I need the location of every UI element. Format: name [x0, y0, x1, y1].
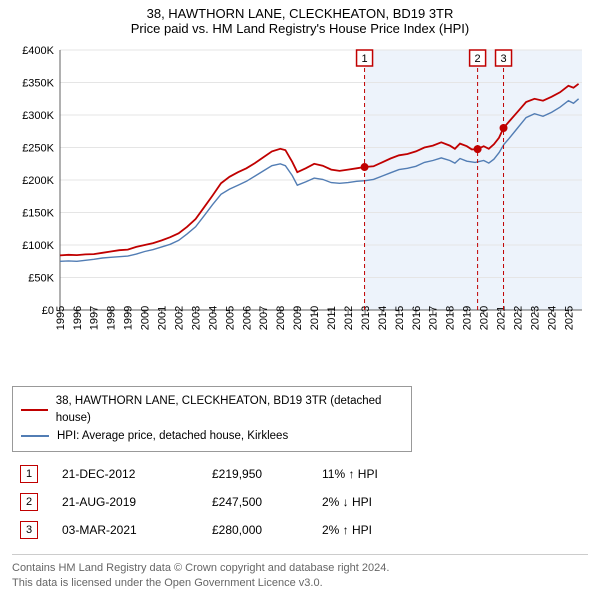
svg-text:2011: 2011: [326, 306, 338, 330]
svg-text:£350K: £350K: [22, 78, 54, 90]
sale-diff: 11% ↑ HPI: [322, 460, 442, 488]
svg-text:2018: 2018: [445, 306, 457, 330]
svg-text:1999: 1999: [123, 306, 135, 330]
svg-text:2024: 2024: [546, 306, 558, 330]
chart-area: £0 £50K £100K £150K £200K £250K £300K £350K £400…: [12, 40, 588, 380]
legend-row-blue: HPI: Average price, detached house, Kirk…: [21, 428, 403, 445]
sale-price: £280,000: [212, 516, 322, 544]
svg-text:1998: 1998: [106, 306, 118, 330]
sale-diff: 2% ↑ HPI: [322, 516, 442, 544]
title-line2: Price paid vs. HM Land Registry's House …: [12, 21, 588, 36]
svg-text:2004: 2004: [207, 306, 219, 330]
svg-text:£100K: £100K: [22, 240, 54, 252]
svg-text:2005: 2005: [224, 306, 236, 330]
svg-text:£50K: £50K: [28, 273, 54, 285]
footnote: Contains HM Land Registry data © Crown c…: [12, 554, 588, 592]
svg-text:2013: 2013: [360, 306, 372, 330]
svg-text:1997: 1997: [89, 306, 101, 330]
legend-label-blue: HPI: Average price, detached house, Kirk…: [57, 428, 288, 445]
svg-text:2007: 2007: [258, 306, 270, 330]
title-line1: 38, HAWTHORN LANE, CLECKHEATON, BD19 3TR: [12, 6, 588, 21]
svg-text:2019: 2019: [462, 306, 474, 330]
svg-text:£300K: £300K: [22, 110, 54, 122]
svg-text:2014: 2014: [377, 306, 389, 330]
sale-num-box: 1: [20, 465, 38, 483]
svg-text:2001: 2001: [157, 306, 169, 330]
svg-text:2: 2: [475, 53, 481, 65]
svg-text:£0: £0: [42, 305, 54, 317]
sales-table: 1 21-DEC-2012£219,95011% ↑ HPI 2 21-AUG-201…: [12, 460, 442, 544]
footnote-line1: Contains HM Land Registry data © Crown c…: [12, 561, 588, 576]
sale-date: 21-AUG-2019: [62, 488, 212, 516]
svg-text:2017: 2017: [428, 306, 440, 330]
legend: 38, HAWTHORN LANE, CLECKHEATON, BD19 3TR…: [12, 386, 412, 452]
svg-text:2003: 2003: [190, 306, 202, 330]
legend-swatch-red: [21, 409, 48, 411]
svg-text:2006: 2006: [241, 306, 253, 330]
svg-text:2023: 2023: [529, 306, 541, 330]
sale-diff: 2% ↓ HPI: [322, 488, 442, 516]
chart-svg: £0 £50K £100K £150K £200K £250K £300K £350K £400…: [12, 40, 588, 380]
svg-text:2015: 2015: [394, 306, 406, 330]
svg-text:£150K: £150K: [22, 208, 54, 220]
svg-text:1: 1: [361, 53, 367, 65]
footnote-line2: This data is licensed under the Open Gov…: [12, 576, 588, 591]
table-row: 2 21-AUG-2019£247,5002% ↓ HPI: [12, 488, 442, 516]
svg-text:1995: 1995: [55, 306, 67, 330]
legend-swatch-blue: [21, 435, 49, 437]
legend-label-red: 38, HAWTHORN LANE, CLECKHEATON, BD19 3TR…: [56, 393, 403, 428]
sale-price: £219,950: [212, 460, 322, 488]
sale-date: 21-DEC-2012: [62, 460, 212, 488]
sale-num-box: 3: [20, 521, 38, 539]
table-row: 3 03-MAR-2021£280,0002% ↑ HPI: [12, 516, 442, 544]
svg-text:2016: 2016: [411, 306, 423, 330]
svg-text:2020: 2020: [479, 306, 491, 330]
chart-title-block: 38, HAWTHORN LANE, CLECKHEATON, BD19 3TR…: [12, 6, 588, 36]
svg-text:£400K: £400K: [22, 45, 54, 57]
svg-text:2009: 2009: [292, 306, 304, 330]
svg-text:1996: 1996: [72, 306, 84, 330]
svg-text:2025: 2025: [563, 306, 575, 330]
svg-text:£200K: £200K: [22, 175, 54, 187]
svg-text:3: 3: [500, 53, 506, 65]
svg-text:2008: 2008: [275, 306, 287, 330]
svg-text:£250K: £250K: [22, 143, 54, 155]
svg-text:2002: 2002: [173, 306, 185, 330]
legend-row-red: 38, HAWTHORN LANE, CLECKHEATON, BD19 3TR…: [21, 393, 403, 428]
svg-text:2021: 2021: [495, 306, 507, 330]
svg-text:2010: 2010: [309, 306, 321, 330]
sale-num-box: 2: [20, 493, 38, 511]
svg-text:2000: 2000: [140, 306, 152, 330]
sale-date: 03-MAR-2021: [62, 516, 212, 544]
sale-price: £247,500: [212, 488, 322, 516]
table-row: 1 21-DEC-2012£219,95011% ↑ HPI: [12, 460, 442, 488]
svg-text:2022: 2022: [512, 306, 524, 330]
svg-text:2012: 2012: [343, 306, 355, 330]
